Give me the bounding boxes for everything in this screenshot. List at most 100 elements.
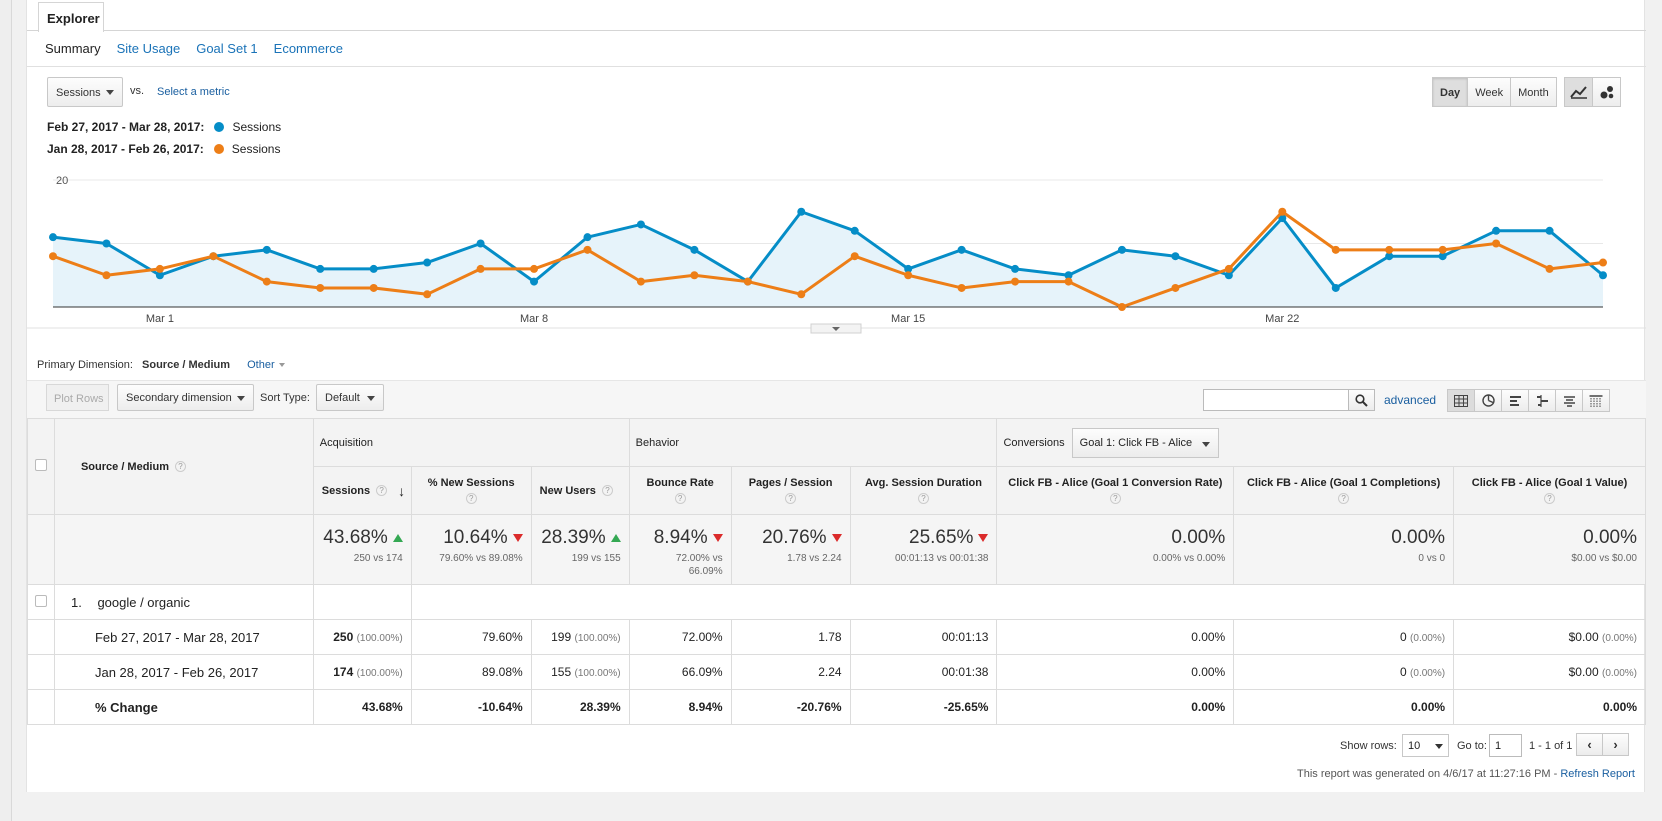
data-view-button[interactable] — [1447, 389, 1475, 412]
total-compare: $0.00 vs $0.00 — [1571, 553, 1637, 564]
data-point — [262, 277, 271, 286]
row-select-cell — [27, 584, 55, 620]
show-rows-select[interactable]: 10 — [1402, 734, 1449, 757]
subtab-summary[interactable]: Summary — [45, 41, 101, 56]
line-chart-button[interactable] — [1564, 77, 1593, 107]
motion-chart-button[interactable] — [1592, 77, 1621, 107]
chevron-right-icon: › — [1613, 737, 1618, 752]
data-point — [102, 271, 111, 280]
row-blank-cell — [411, 584, 1647, 620]
column-header-goal-conversion-rate[interactable]: Click FB - Alice (Goal 1 Conversion Rate… — [996, 466, 1235, 515]
subtab-site-usage[interactable]: Site Usage — [116, 41, 181, 56]
data-point — [690, 245, 699, 254]
behavior-group-header: Behavior — [628, 418, 998, 467]
report-generated-note: This report was generated on 4/6/17 at 1… — [1297, 768, 1635, 780]
cell-new-sessions: 79.60% — [410, 619, 532, 655]
help-icon[interactable]: ? — [785, 493, 797, 504]
total-value: 28.39% — [541, 527, 606, 548]
goal-select[interactable]: Goal 1: Click FB - Alice — [1071, 427, 1220, 458]
cell-avg-duration: 00:01:13 — [849, 619, 998, 655]
secondary-dimension-label: Secondary dimension — [126, 392, 232, 404]
cell-value: 0 — [1400, 665, 1407, 679]
total-goal-value: 0.00% $0.00 vs $0.00 — [1453, 514, 1646, 585]
data-point — [316, 283, 325, 292]
percentage-view-button[interactable] — [1474, 389, 1502, 412]
week-button[interactable]: Week — [1467, 77, 1512, 107]
goto-input[interactable]: 1 — [1489, 734, 1522, 757]
plot-rows-button[interactable]: Plot Rows — [46, 384, 109, 411]
advanced-filter-link[interactable]: advanced — [1384, 393, 1437, 407]
help-icon[interactable]: ? — [465, 493, 477, 504]
comparison-view-button[interactable] — [1528, 389, 1556, 412]
primary-dimension-label: Primary Dimension: — [37, 359, 133, 371]
help-icon[interactable]: ? — [601, 485, 613, 497]
tab-explorer[interactable]: Explorer — [38, 2, 104, 32]
row-checkbox[interactable] — [34, 594, 47, 607]
column-header-new-sessions[interactable]: % New Sessions? — [410, 466, 532, 515]
refresh-report-link[interactable]: Refresh Report — [1560, 768, 1635, 780]
help-icon[interactable]: ? — [376, 485, 388, 496]
cell-value: 199 — [551, 630, 572, 644]
x-tick-label: Mar 15 — [891, 313, 925, 325]
chevron-left-icon: ‹ — [1587, 737, 1592, 752]
pivot-view-button[interactable] — [1582, 389, 1610, 412]
metric-select[interactable]: Sessions — [47, 77, 123, 107]
column-header-goal-value[interactable]: Click FB - Alice (Goal 1 Value)? — [1453, 466, 1646, 515]
data-point — [1331, 245, 1340, 254]
row-source-link[interactable]: google / organic — [97, 594, 190, 610]
cell-percent: (100.00%) — [356, 668, 403, 679]
term-cloud-button[interactable] — [1555, 389, 1583, 412]
column-header-pages-session[interactable]: Pages / Session? — [730, 466, 851, 515]
month-button[interactable]: Month — [1510, 77, 1557, 107]
primary-dimension-value[interactable]: Source / Medium — [142, 359, 231, 371]
total-compare: 79.60% vs 89.08% — [439, 553, 523, 564]
legend-range: Jan 28, 2017 - Feb 26, 2017: — [47, 142, 204, 156]
column-header-bounce-rate[interactable]: Bounce Rate? — [628, 466, 732, 515]
series-line-previous — [52, 210, 1604, 309]
subtab-goal-set-1[interactable]: Goal Set 1 — [196, 41, 258, 56]
next-page-button[interactable]: › — [1602, 733, 1629, 756]
total-compare: 00:01:13 vs 00:01:38 — [895, 553, 989, 564]
dimension-header[interactable]: Source / Medium? — [53, 418, 314, 515]
column-header-sessions[interactable]: Sessions? ↓ — [312, 466, 412, 515]
chevron-down-icon — [106, 90, 114, 95]
data-point — [1064, 271, 1073, 280]
total-compare: 250 vs 174 — [353, 553, 403, 564]
help-icon[interactable]: ? — [918, 493, 929, 504]
other-dimension-link[interactable]: Other — [247, 359, 285, 371]
trend-down-icon — [512, 533, 523, 542]
performance-view-button[interactable] — [1501, 389, 1529, 412]
day-button[interactable]: Day — [1432, 77, 1469, 107]
sort-type-select[interactable]: Default — [316, 384, 384, 411]
conversions-group-header: Conversions Goal 1: Click FB - Alice — [996, 418, 1646, 467]
tab-divider — [27, 30, 1646, 31]
table-group-header-row: Source / Medium? Acquisition Behavior Co… — [27, 418, 1646, 515]
help-icon[interactable]: ? — [1544, 493, 1556, 504]
table-search-input[interactable] — [1203, 389, 1349, 411]
row-dimension-cell: 1. google / organic — [53, 584, 314, 620]
prev-page-button[interactable]: ‹ — [1576, 733, 1603, 756]
data-point — [1278, 207, 1287, 216]
sort-descending-icon[interactable]: ↓ — [398, 482, 406, 499]
select-metric-link[interactable]: Select a metric — [157, 86, 230, 98]
column-label: Click FB - Alice (Goal 1 Conversion Rate… — [1008, 477, 1223, 489]
column-label: Pages / Session — [748, 477, 833, 489]
help-icon[interactable]: ? — [1109, 493, 1121, 504]
subtab-ecommerce[interactable]: Ecommerce — [273, 41, 344, 56]
search-button[interactable] — [1348, 389, 1375, 411]
help-icon[interactable]: ? — [1338, 493, 1350, 504]
column-header-new-users[interactable]: New Users? — [530, 466, 630, 515]
help-icon[interactable]: ? — [674, 493, 686, 504]
secondary-dimension-select[interactable]: Secondary dimension — [117, 384, 254, 411]
row-blank-cell — [27, 619, 55, 655]
select-all-checkbox[interactable] — [34, 459, 47, 471]
data-point — [690, 271, 699, 280]
totals-blank — [27, 514, 55, 585]
help-icon[interactable]: ? — [175, 461, 186, 473]
pie-chart-icon — [1481, 394, 1495, 407]
search-icon — [1355, 393, 1368, 407]
column-header-avg-duration[interactable]: Avg. Session Duration? — [849, 466, 998, 515]
column-header-goal-completions[interactable]: Click FB - Alice (Goal 1 Completions)? — [1233, 466, 1455, 515]
data-point — [743, 277, 752, 286]
dimension-header-label: Source / Medium — [80, 460, 169, 473]
